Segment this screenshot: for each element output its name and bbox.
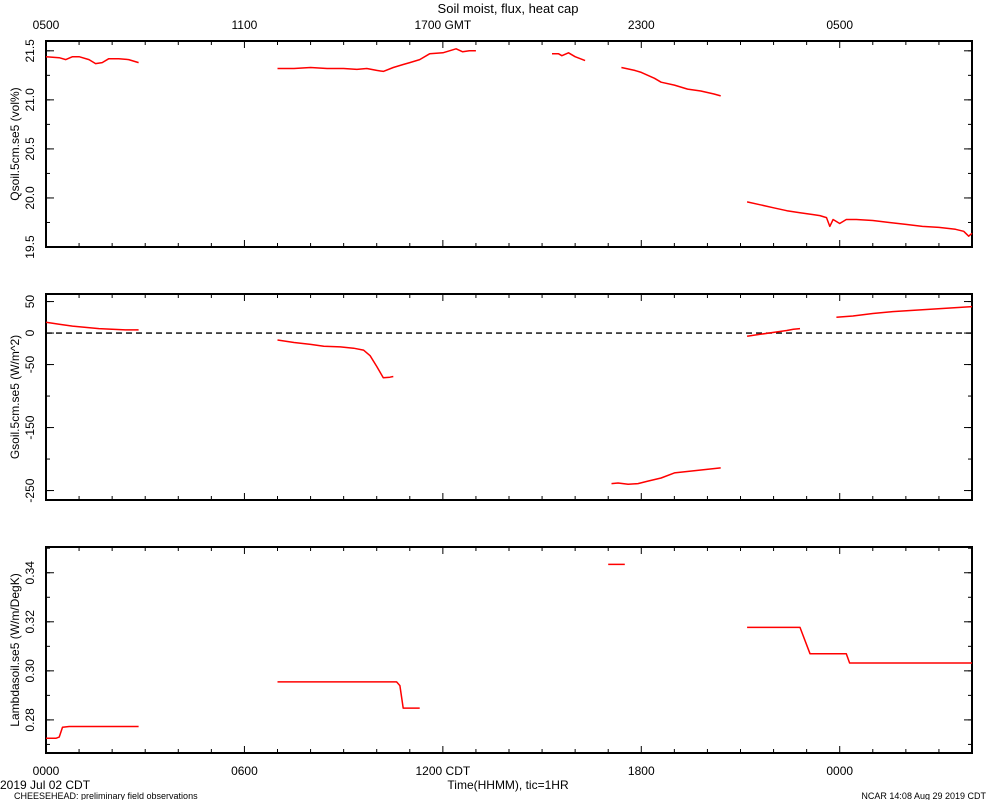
y-axis-label: Lambdasoil.se5 (W/m/DegK)	[8, 573, 22, 726]
y-tick-label: 0	[23, 329, 37, 336]
top-tick-label: 1700 GMT	[415, 18, 472, 32]
chart-panel-1: 19.5 20.0 20.5 21.0 21.5 Qsoil.5cm.se5 (vol%)	[8, 39, 973, 259]
y-tick-label: 20.0	[23, 186, 37, 210]
top-tick-label: 0500	[826, 18, 853, 32]
bottom-tick-label: 0600	[231, 764, 258, 778]
bottom-tick-label: 0000	[826, 764, 853, 778]
series-segment	[277, 339, 394, 379]
y-axis-label: Qsoil.5cm.se5 (vol%)	[8, 87, 22, 200]
chart-panels: 19.5 20.0 20.5 21.0 21.5 Qsoil.5cm.se5 (vol%)…	[8, 39, 973, 754]
series-segment	[621, 66, 721, 97]
x-axis-label: Time(HHMM), tic=1HR	[447, 778, 569, 792]
top-tick-label: 2300	[628, 18, 655, 32]
chart-title: Soil moist, flux, heat cap	[438, 1, 579, 16]
y-tick-label: 0.32	[23, 610, 37, 634]
plot-frame	[45, 546, 973, 754]
footer-project-note: CHEESEHEAD: preliminary field observatio…	[14, 791, 198, 800]
series-segment	[552, 52, 586, 62]
series-segment	[45, 321, 139, 331]
bottom-tick-label: 1200 CDT	[416, 764, 471, 778]
y-tick-label: -50	[23, 356, 37, 374]
plot-frame	[45, 293, 973, 501]
y-tick-label: 19.5	[23, 235, 37, 259]
series-segment	[746, 201, 973, 237]
y-tick-label: 0.28	[23, 708, 37, 732]
chart-panel-2: -250 -150 -50 0 50 Gsoil.5cm.se5 (W/m^2)	[8, 293, 973, 503]
y-tick-label: 21.5	[23, 39, 37, 63]
series-segment	[836, 305, 973, 319]
top-tick-label: 1100	[232, 18, 258, 32]
bottom-axis-tick-labels: 0000 0600 1200 CDT 1800 0000	[33, 764, 854, 778]
series-segment	[746, 327, 801, 337]
footer-timestamp: NCAR 14:08 Aug 29 2019 CDT	[861, 791, 986, 800]
bottom-tick-label: 0000	[33, 764, 60, 778]
y-axis-label: Gsoil.5cm.se5 (W/m^2)	[8, 335, 22, 459]
series-segment	[45, 55, 139, 65]
y-tick-label: 20.5	[23, 137, 37, 161]
y-tick-label: 50	[23, 295, 37, 309]
top-axis-tick-labels: 0500 1100 1700 GMT 2300 0500	[33, 18, 854, 32]
bottom-tick-label: 1800	[628, 764, 655, 778]
plot-frame	[45, 40, 973, 248]
y-tick-label: 0.34	[23, 561, 37, 585]
series-segment	[46, 725, 139, 740]
y-tick-label: 0.30	[23, 659, 37, 683]
date-label: 2019 Jul 02 CDT	[0, 778, 91, 792]
y-tick-label: -250	[23, 478, 37, 502]
y-tick-label: -150	[23, 415, 37, 439]
top-tick-label: 0500	[33, 18, 60, 32]
series-segment	[277, 48, 476, 73]
series-segment	[277, 681, 420, 709]
series-segment	[747, 626, 972, 664]
y-tick-label: 21.0	[23, 88, 37, 112]
series-segment	[611, 467, 721, 486]
